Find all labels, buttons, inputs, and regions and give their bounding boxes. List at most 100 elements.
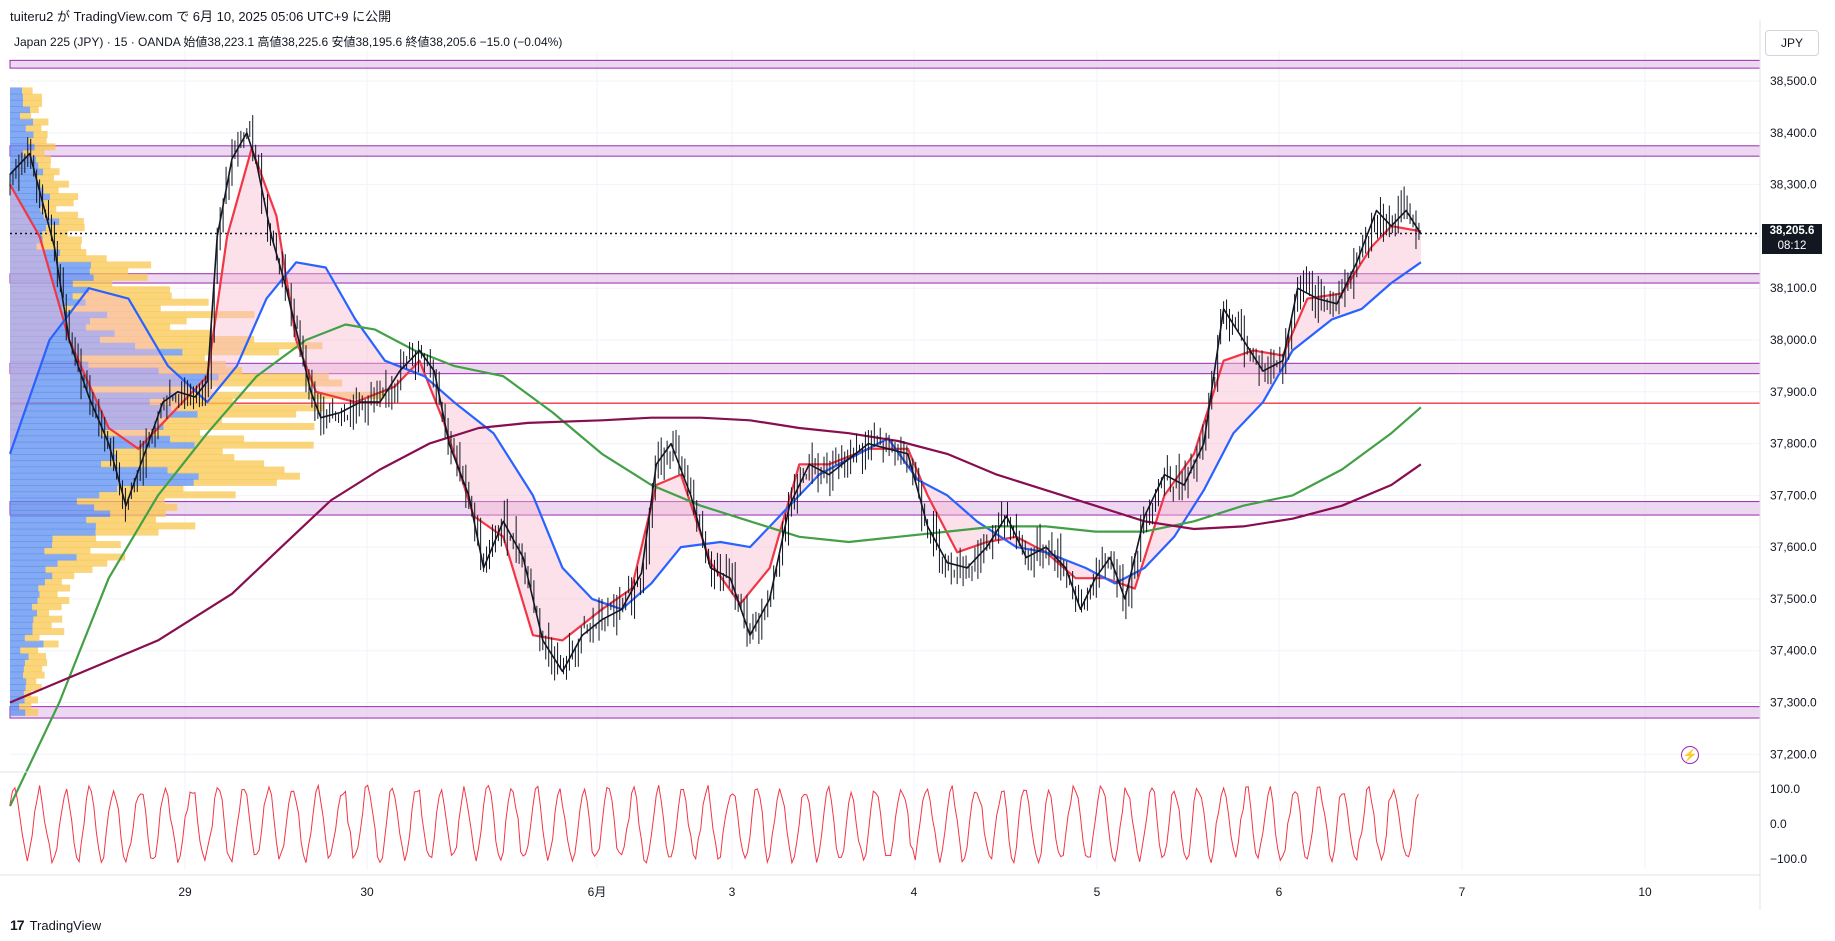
x-tick-label: 4: [911, 885, 918, 899]
volume-profile-bar-down: [10, 217, 60, 225]
volume-profile-bar-down: [10, 398, 150, 406]
countdown-badge: 08:12: [1762, 238, 1822, 254]
volume-profile-bar-up: [88, 360, 226, 368]
volume-profile-bar-down: [10, 118, 34, 126]
volume-profile-bar-down: [10, 354, 80, 362]
volume-profile-bar-down: [10, 621, 33, 629]
price-path: [9, 132, 1422, 673]
x-tick-label: 3: [729, 885, 736, 899]
volume-profile-bar-down: [10, 478, 194, 486]
volume-profile-bar-down: [10, 534, 53, 542]
lightning-alert-icon[interactable]: ⚡: [1681, 746, 1699, 764]
volume-profile-bar-down: [10, 367, 159, 375]
volume-profile-bar-up: [85, 323, 171, 331]
volume-profile-bar-up: [32, 628, 65, 636]
oscillator-tick-label: 100.0: [1770, 782, 1800, 796]
volume-profile-bar-up: [89, 286, 171, 294]
volume-profile-bar-up: [34, 143, 56, 151]
volume-profile-bar-down: [10, 466, 168, 474]
footer-brand[interactable]: 17 TradingView: [10, 917, 101, 933]
volume-profile-bar-up: [36, 155, 51, 163]
volume-profile-bar-up: [42, 236, 82, 244]
volume-profile-bar-up: [39, 590, 58, 598]
volume-profile-bar-up: [22, 87, 33, 95]
volume-profile-bar-down: [10, 572, 53, 580]
volume-profile-bar-down: [10, 124, 26, 132]
x-tick-label: 5: [1094, 885, 1101, 899]
volume-profile-bar-up: [218, 373, 329, 381]
volume-profile-bar-up: [23, 665, 43, 673]
last-price-badge: 38,205.6: [1762, 223, 1822, 239]
volume-profile-bar-down: [10, 242, 37, 250]
volume-profile-bar-down: [10, 137, 28, 145]
support-resistance-zone: [9, 59, 1761, 69]
volume-profile-bar-up: [33, 130, 48, 138]
volume-profile-bar-up: [52, 572, 75, 580]
volume-profile-bar-up: [45, 565, 93, 573]
volume-profile-bar-down: [10, 280, 73, 288]
volume-profile-bar-up: [170, 435, 244, 443]
volume-profile-bar-up: [19, 702, 32, 710]
volume-profile-bar-up: [76, 553, 126, 561]
zones: [9, 59, 1761, 719]
volume-profile-bar-down: [10, 255, 57, 263]
volume-profile-bar-down: [10, 603, 33, 611]
x-tick-label: 10: [1638, 885, 1652, 899]
volume-profile-bar-down: [10, 174, 37, 182]
volume-profile-bar-up: [32, 603, 62, 611]
volume-profile-bar-up: [38, 584, 71, 592]
volume-profile-bar-up: [198, 472, 300, 480]
volume-profile-bar-up: [135, 342, 323, 350]
volume-profile-bar-down: [10, 168, 44, 176]
volume-profile-bar-down: [10, 528, 96, 536]
volume-profile-bar-up: [91, 385, 212, 393]
volume-profile-bar-up: [62, 304, 161, 312]
volume-profile-bar-up: [110, 510, 166, 517]
volume-profile-bar-up: [43, 211, 78, 219]
volume-profile-bar-down: [10, 329, 115, 337]
volume-profile-bar-up: [59, 217, 84, 225]
volume-profile-bar-down: [10, 702, 20, 710]
volume-profile-bar-up: [90, 317, 187, 325]
volume-profile-bar-down: [10, 429, 101, 437]
volume-profile-bar-down: [10, 597, 38, 604]
volume-profile-bar-up: [175, 391, 385, 399]
volume-profile-bar-down: [10, 323, 86, 331]
volume-profile-bar-down: [10, 640, 44, 648]
volume-profile-bar-down: [10, 659, 26, 667]
volume-profile-bar-up: [94, 503, 178, 511]
support-resistance-zone: [9, 501, 1761, 516]
volume-profile-bar-down: [10, 491, 100, 499]
volume-profile-bar-down: [10, 559, 58, 567]
volume-profile-bar-down: [10, 130, 34, 138]
volume-profile-bar-up: [44, 547, 91, 555]
slow-ma-line: [9, 416, 1422, 704]
volume-profile-bar-down: [10, 236, 43, 244]
volume-profile-bar-up: [25, 659, 48, 667]
volume-profile-bar-down: [10, 410, 198, 418]
currency-button[interactable]: JPY: [1765, 30, 1819, 56]
volume-profile-bar-up: [163, 423, 315, 430]
oscillator-pane: [9, 783, 1419, 865]
volume-profile-bar-up: [116, 454, 235, 462]
volume-profile-bar-down: [10, 180, 40, 188]
x-tick-label: 30: [360, 885, 374, 899]
volume-profile-bar-up: [49, 193, 79, 201]
volume-profile-bar-up: [194, 441, 314, 449]
symbol-legend[interactable]: Japan 225 (JPY) · 15 · OANDA 始値38,223.1 …: [14, 35, 563, 49]
y-tick-label: 38,100.0: [1770, 281, 1817, 295]
volume-profile-bar-up: [52, 534, 97, 542]
volume-profile-bar-down: [10, 547, 45, 555]
volume-profile-bar-up: [22, 99, 43, 107]
volume-profile-bar-up: [86, 516, 156, 524]
volume-profile-bar-down: [10, 379, 208, 387]
volume-profile-bar-down: [10, 149, 23, 157]
volume-profile-bar-up: [23, 671, 45, 679]
publish-caption: tuiteru2 が TradingView.com で 6月 10, 2025…: [10, 9, 392, 24]
volume-profile-bar-down: [10, 516, 87, 524]
volume-profile-bar-up: [182, 348, 280, 356]
volume-profile-bar-up: [52, 541, 121, 549]
volume-profile-bar-up: [89, 267, 129, 275]
x-tick-label: 7: [1459, 885, 1466, 899]
